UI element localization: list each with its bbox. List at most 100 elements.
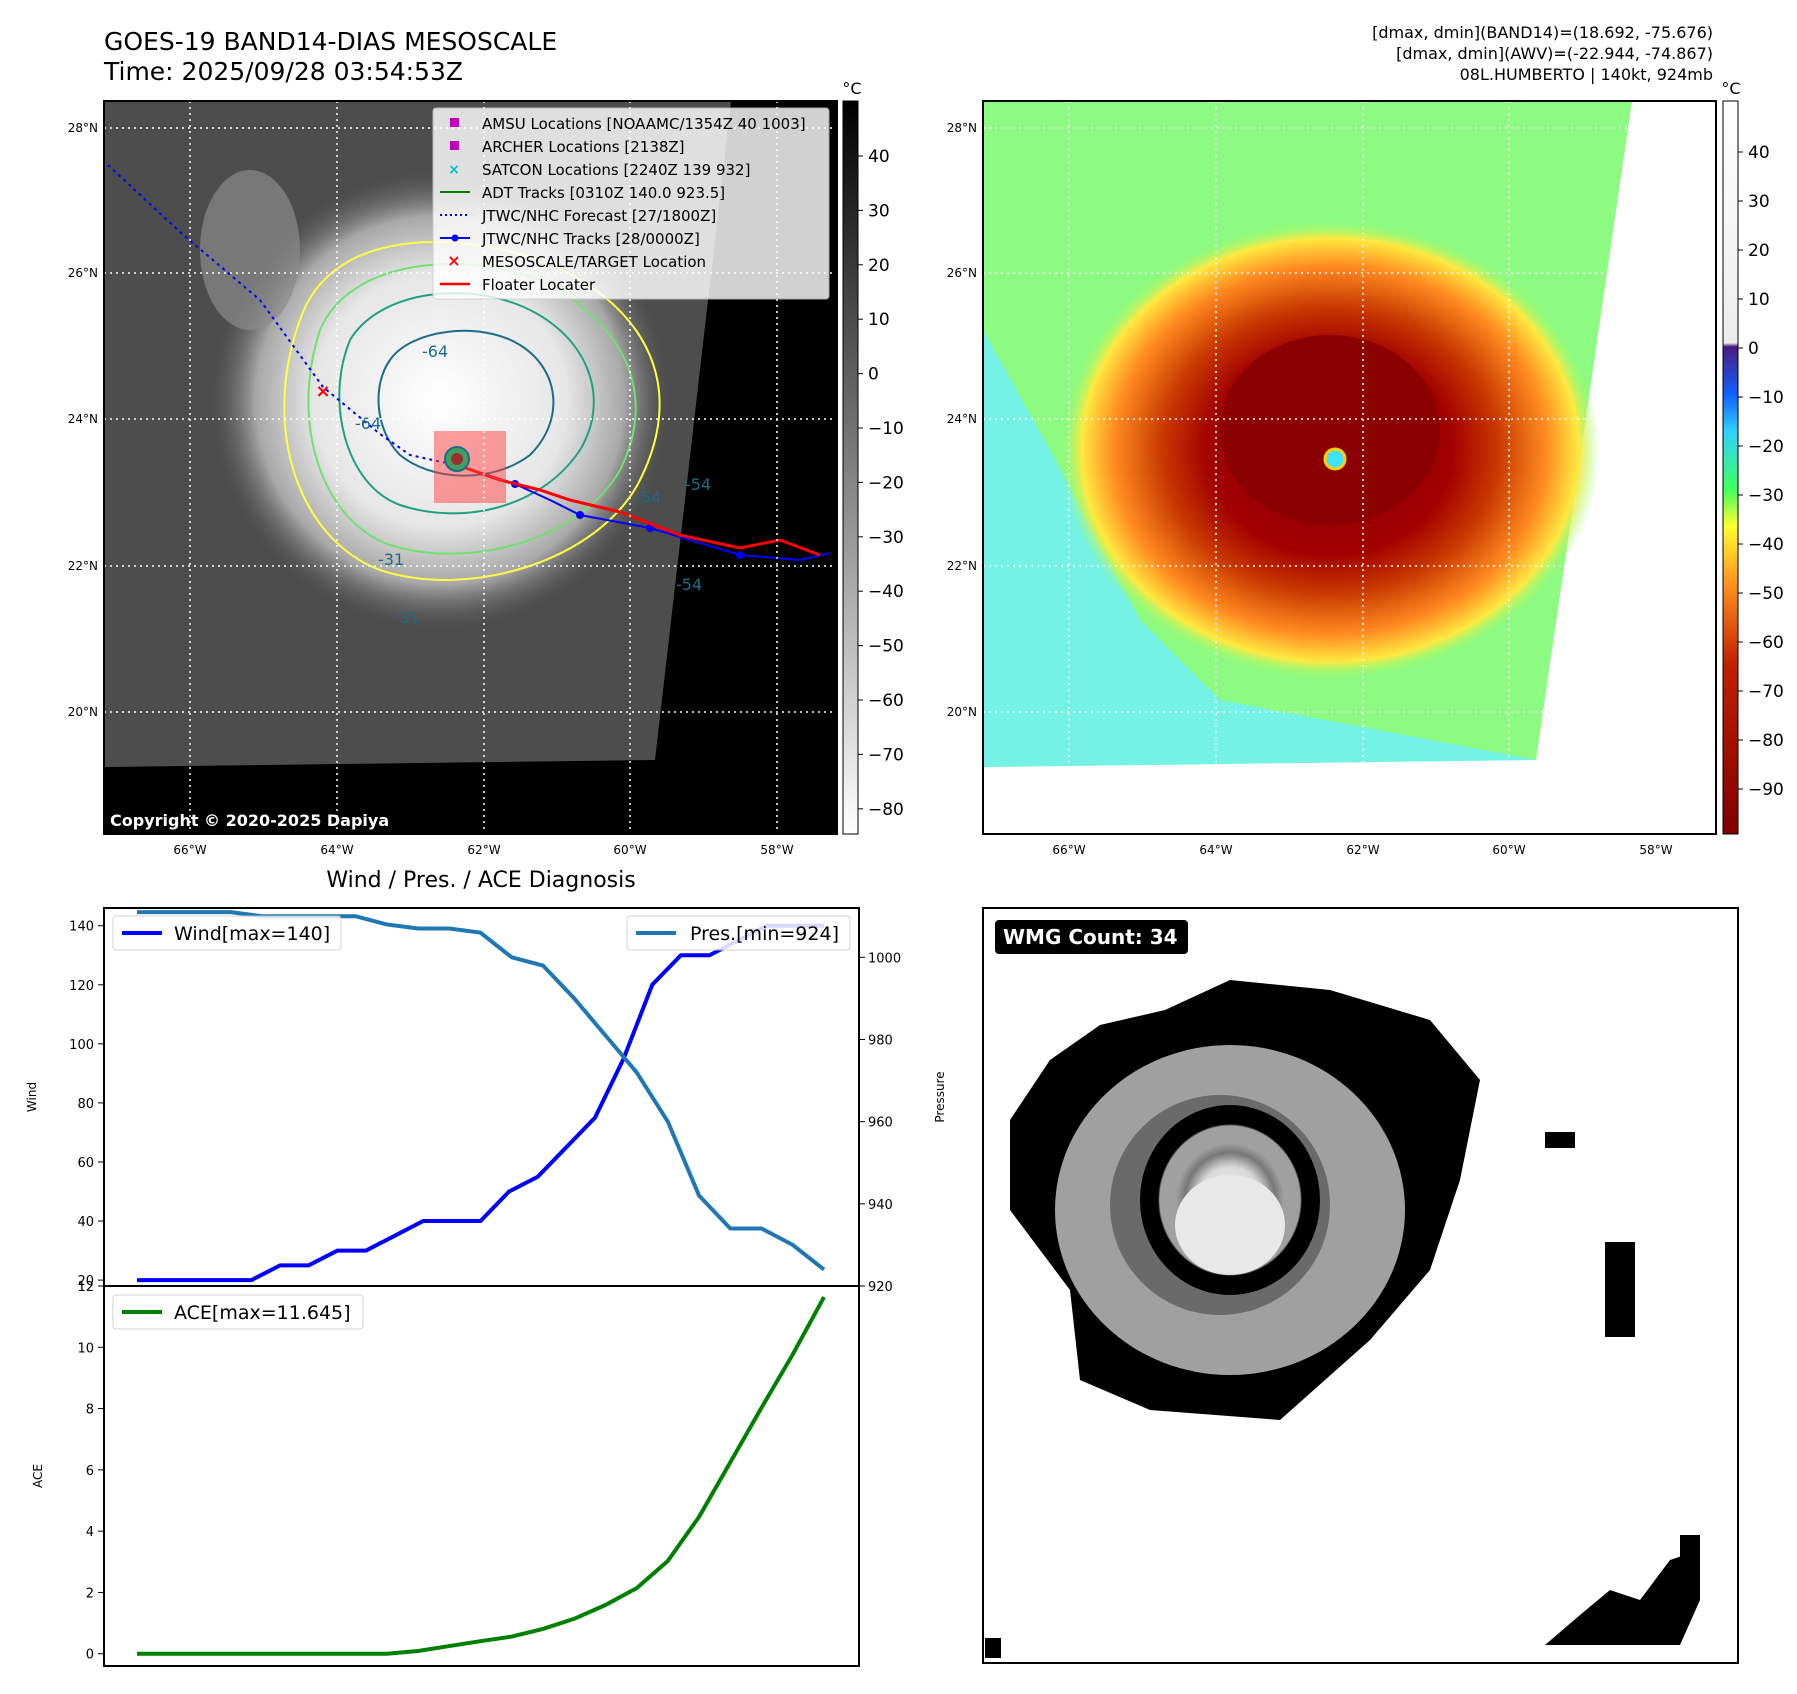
ace-y-tick-label: 12 <box>77 1280 94 1295</box>
info-storm: 08L.HUMBERTO | 140kt, 924mb <box>1460 65 1713 84</box>
colorbar-tick-label: −40 <box>1748 535 1784 555</box>
colorbar-tick-label: −60 <box>1748 633 1784 653</box>
legend-label: Floater Locater <box>482 276 596 294</box>
pressure-y-tick-label: 1000 <box>868 951 901 966</box>
legend-x-icon: × <box>448 162 460 178</box>
figure-title: GOES-19 BAND14-DIAS MESOSCALE <box>104 27 557 56</box>
lon-tick-label: 66°W <box>1052 843 1085 857</box>
awv-map-frame <box>982 100 1717 835</box>
floater-track <box>459 464 821 557</box>
wmg-count-badge <box>995 920 1188 954</box>
wind-legend: Wind[max=140] <box>112 915 342 951</box>
wmg-fragment <box>985 1638 1001 1658</box>
colorbar-tick-label: 40 <box>868 147 890 167</box>
ir-colorbar <box>842 100 859 835</box>
colorbar-tick-label: −70 <box>868 745 904 765</box>
lon-tick-label: 60°W <box>613 843 646 857</box>
legend-box <box>432 107 830 300</box>
colorbar-tick-label: 20 <box>1748 241 1770 261</box>
ace-y-tick-label: 4 <box>86 1525 94 1540</box>
lat-tick-label: 28°N <box>68 121 98 135</box>
figure-time: Time: 2025/09/28 03:54:53Z <box>103 57 463 86</box>
ace-legend: ACE[max=11.645] <box>112 1294 364 1330</box>
awv-map-panel: 28°N 26°N 24°N 22°N 20°N 66°W 64°W 62°W 60°W 58°… <box>947 79 1784 857</box>
contour-label: -54 <box>635 488 661 507</box>
ace-y-tick-label: 8 <box>86 1403 94 1418</box>
forecast-track <box>107 164 461 467</box>
awv-colorbar <box>1722 100 1739 835</box>
eye-center <box>451 453 463 465</box>
wmg-image <box>985 980 1700 1658</box>
ace-y-tick-label: 6 <box>86 1464 94 1479</box>
wind-y-ticks: 20 40 60 80 100 120 140 <box>69 920 104 1289</box>
wind-y-tick-label: 60 <box>77 1156 94 1171</box>
legend-box <box>112 915 342 951</box>
lon-tick-label: 58°W <box>760 843 793 857</box>
wind-y-tick-label: 100 <box>69 1038 94 1053</box>
lat-tick-label: 26°N <box>947 266 977 280</box>
ace-series-line <box>137 1296 826 1656</box>
awv-eye <box>1323 447 1347 471</box>
ace-y-ticks: 0 2 4 6 8 10 12 <box>77 1280 104 1663</box>
wind-plot-area <box>103 907 860 1287</box>
ir-map-frame <box>103 100 838 835</box>
legend-box <box>626 915 851 951</box>
contour-label: -54 <box>685 475 711 494</box>
lat-tick-label: 28°N <box>947 121 977 135</box>
colorbar-tick-label: 30 <box>868 201 890 221</box>
ir-colorbar-ticks: 40 30 20 10 0 −10 −20 −30 −40 −50 −60 −70 −80 <box>858 147 904 820</box>
colorbar-tick-label: −50 <box>868 637 904 657</box>
colorbar-tick-label: 30 <box>1748 192 1770 212</box>
ir-map-panel: × -64 -64 -54 -54 -31 -31 -54 Copyright … <box>68 79 904 857</box>
wind-axis-label: Wind <box>25 1082 39 1112</box>
pressure-series-line <box>137 910 826 1272</box>
ace-chart: 0 2 4 6 8 10 12 ACE ACE[max=11.645] <box>31 1280 860 1667</box>
ir-lat-ticks: 28°N 26°N 24°N 22°N 20°N <box>68 121 98 719</box>
ir-contour-labels: -64 -64 -54 -54 -31 -31 -54 <box>355 342 711 627</box>
lon-tick-label: 62°W <box>467 843 500 857</box>
colorbar-tick-label: 40 <box>1748 143 1770 163</box>
awv-gridlines <box>983 101 1716 834</box>
awv-dry-region <box>983 330 1536 767</box>
pressure-y-ticks: 920 940 960 980 1000 <box>859 951 901 1295</box>
ace-axis-label: ACE <box>31 1464 45 1488</box>
wmg-fragment <box>1545 1132 1575 1148</box>
contour-label: -54 <box>676 575 702 594</box>
ace-y-tick-label: 10 <box>77 1341 94 1356</box>
track-point <box>736 551 744 559</box>
info-band14: [dmax, dmin](BAND14)=(18.692, -75.676) <box>1372 23 1713 42</box>
ir-contour-blue <box>377 329 555 477</box>
target-x-icon: × <box>315 381 330 402</box>
info-awv: [dmax, dmin](AWV)=(-22.944, -74.867) <box>1396 44 1713 63</box>
legend-marker-icon <box>450 141 459 150</box>
ace-y-tick-label: 0 <box>86 1648 94 1663</box>
awv-cold-core <box>1220 335 1440 525</box>
wmg-eye-region <box>1175 1175 1285 1275</box>
ace-legend-label: ACE[max=11.645] <box>174 1302 351 1324</box>
wind-y-tick-label: 40 <box>77 1215 94 1230</box>
wind-pressure-chart: Wind / Pres. / ACE Diagnosis 20 40 60 80 100… <box>25 868 947 1295</box>
wind-y-tick-label: 20 <box>77 1274 94 1289</box>
ir-colorbar-unit: °C <box>842 79 861 98</box>
pressure-y-tick-label: 960 <box>868 1116 893 1131</box>
colorbar-tick-label: −80 <box>868 800 904 820</box>
legend-label: ARCHER Locations [2138Z] <box>482 138 685 156</box>
lon-tick-label: 58°W <box>1639 843 1672 857</box>
colorbar-tick-label: −20 <box>868 473 904 493</box>
legend-label: MESOSCALE/TARGET Location <box>482 253 706 271</box>
colorbar-tick-label: 0 <box>1748 339 1759 359</box>
lon-tick-label: 60°W <box>1492 843 1525 857</box>
colorbar-tick-label: −50 <box>1748 584 1784 604</box>
colorbar-tick-label: 10 <box>868 310 890 330</box>
chart-title: Wind / Pres. / ACE Diagnosis <box>326 868 635 893</box>
ace-plot-area <box>103 1285 860 1667</box>
wmg-panel: WMG Count: 34 <box>982 907 1739 1664</box>
wmg-fragment <box>1545 1550 1700 1645</box>
legend-label: ADT Tracks [0310Z 140.0 923.5] <box>482 184 725 202</box>
colorbar-tick-label: −10 <box>1748 388 1784 408</box>
legend-box <box>112 1294 364 1330</box>
colorbar-tick-label: −90 <box>1748 780 1784 800</box>
legend-x-icon: × <box>447 251 460 270</box>
colorbar-tick-label: −30 <box>868 528 904 548</box>
